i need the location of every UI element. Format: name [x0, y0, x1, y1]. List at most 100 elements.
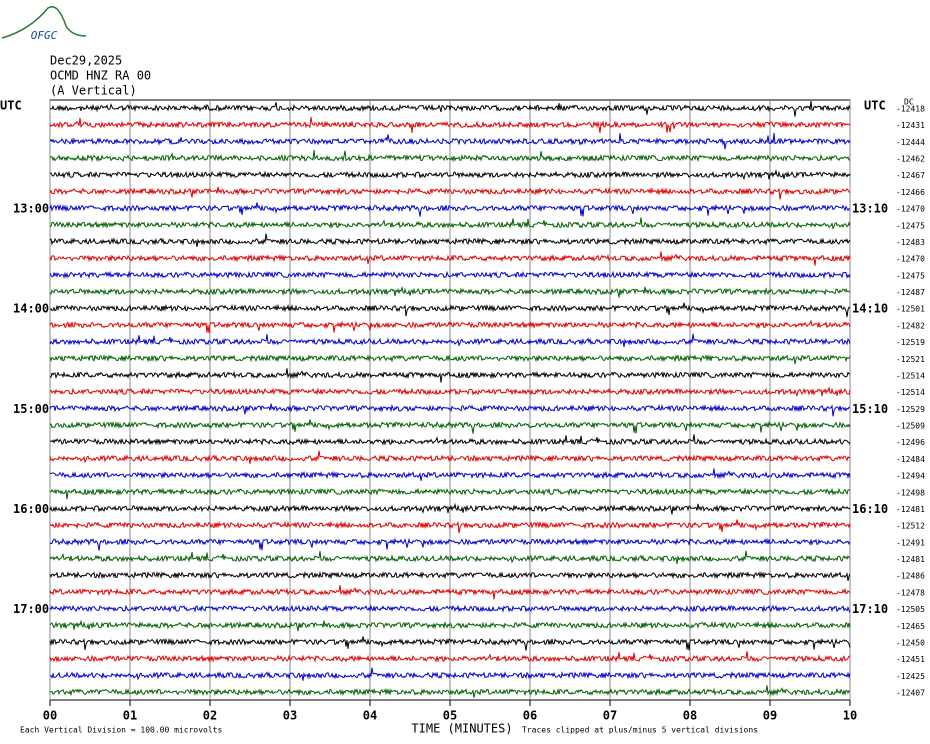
- trace: [49, 333, 851, 348]
- trace: [49, 519, 851, 534]
- trace-offset: -12478: [896, 588, 925, 597]
- trace: [49, 585, 851, 600]
- trace-offset: -12484: [896, 455, 925, 464]
- trace-offset: -12514: [896, 371, 925, 380]
- trace-offset: -12483: [896, 238, 925, 247]
- trace-offset: -12494: [896, 472, 925, 481]
- trace-offset: -12431: [896, 121, 925, 130]
- trace-offset: -12470: [896, 205, 925, 214]
- trace: [50, 487, 851, 500]
- trace-offset: -12450: [896, 638, 925, 647]
- x-axis-label: TIME (MINUTES): [411, 722, 512, 736]
- trace-offset: -12487: [896, 288, 925, 297]
- x-tick-label: 01: [123, 709, 137, 723]
- trace: [49, 550, 851, 564]
- logo-mark: [1, 6, 87, 39]
- trace-offset: -12501: [896, 305, 925, 314]
- trace-offset: -12425: [896, 672, 925, 681]
- dc-label: DC: [904, 98, 914, 107]
- trace-offset: -12529: [896, 405, 925, 414]
- trace-offset: -12496: [896, 438, 925, 447]
- trace: [49, 434, 851, 446]
- footnote: Traces clipped at plus/minus 5 vertical …: [522, 726, 758, 735]
- left-time-label: 14:00: [13, 302, 49, 316]
- trace-offset: -12467: [896, 171, 925, 180]
- trace: [49, 604, 851, 613]
- trace-offset: -12486: [896, 572, 925, 581]
- trace: [49, 116, 851, 134]
- trace-offset: -12491: [896, 538, 925, 547]
- trace-offset: -12444: [896, 138, 925, 147]
- trace: [49, 186, 851, 200]
- trace: [49, 285, 851, 298]
- trace: [49, 233, 851, 247]
- right-time-label: 17:10: [852, 602, 888, 616]
- trace-offset: -12514: [896, 388, 925, 397]
- trace-offset: -12509: [896, 422, 925, 431]
- component: (A Vertical): [50, 84, 137, 98]
- trace-offset: -12475: [896, 271, 925, 280]
- logo: OFGC: [31, 29, 58, 42]
- x-tick-label: 10: [843, 709, 857, 723]
- right-time-label: 16:10: [852, 502, 888, 516]
- x-tick-label: 09: [763, 709, 777, 723]
- trace-offset: -12470: [896, 255, 925, 264]
- trace: [49, 168, 851, 181]
- left-time-label: 13:00: [13, 202, 49, 216]
- trace: [49, 502, 851, 515]
- trace: [49, 354, 851, 365]
- trace: [49, 537, 851, 551]
- trace: [49, 636, 851, 651]
- trace-offset: -12519: [896, 338, 925, 347]
- trace: [49, 302, 851, 317]
- station: OCMD HNZ RA 00: [50, 69, 151, 83]
- trace-offset: -12505: [896, 605, 925, 614]
- trace: [49, 270, 851, 280]
- right-time-label: 15:10: [852, 402, 888, 416]
- left-time-label: 15:00: [13, 402, 49, 416]
- timezone-left: UTC: [0, 99, 22, 113]
- trace-offset: -12482: [896, 321, 925, 330]
- trace-offset: -12481: [896, 555, 925, 564]
- timezone-right: UTC: [864, 99, 886, 113]
- trace-offset: -12407: [896, 689, 925, 698]
- trace: [49, 651, 850, 663]
- trace: [49, 202, 851, 217]
- trace-offset: -12498: [896, 488, 925, 497]
- trace: [49, 319, 851, 334]
- trace: [49, 132, 851, 150]
- x-tick-label: 00: [43, 709, 57, 723]
- trace: [49, 450, 851, 464]
- trace-offset: -12512: [896, 522, 925, 531]
- left-time-label: 17:00: [13, 602, 49, 616]
- trace: [49, 217, 851, 230]
- right-time-label: 14:10: [852, 302, 888, 316]
- trace: [49, 468, 851, 481]
- left-time-label: 16:00: [13, 502, 49, 516]
- x-tick-label: 02: [203, 709, 217, 723]
- trace: [49, 251, 851, 266]
- x-tick-label: 03: [283, 709, 297, 723]
- x-tick-label: 06: [523, 709, 537, 723]
- trace: [49, 619, 851, 632]
- footnote: Each Vertical Division = 100.00 microvol…: [20, 726, 222, 735]
- right-time-label: 13:10: [852, 202, 888, 216]
- trace: [49, 403, 851, 417]
- trace-offset: -12451: [896, 655, 925, 664]
- x-tick-label: 07: [603, 709, 617, 723]
- trace: [49, 101, 851, 117]
- trace: [49, 385, 851, 398]
- date: Dec29,2025: [50, 54, 122, 68]
- trace-offset: -12465: [896, 622, 925, 631]
- trace: [49, 570, 851, 582]
- x-tick-label: 04: [363, 709, 377, 723]
- trace-offset: -12475: [896, 221, 925, 230]
- trace-offset: -12462: [896, 155, 925, 164]
- trace: [49, 685, 851, 698]
- trace: [49, 419, 851, 434]
- trace-offset: -12418: [896, 105, 925, 114]
- x-tick-label: 05: [443, 709, 457, 723]
- trace-offset: -12521: [896, 355, 925, 364]
- trace-offset: -12466: [896, 188, 925, 197]
